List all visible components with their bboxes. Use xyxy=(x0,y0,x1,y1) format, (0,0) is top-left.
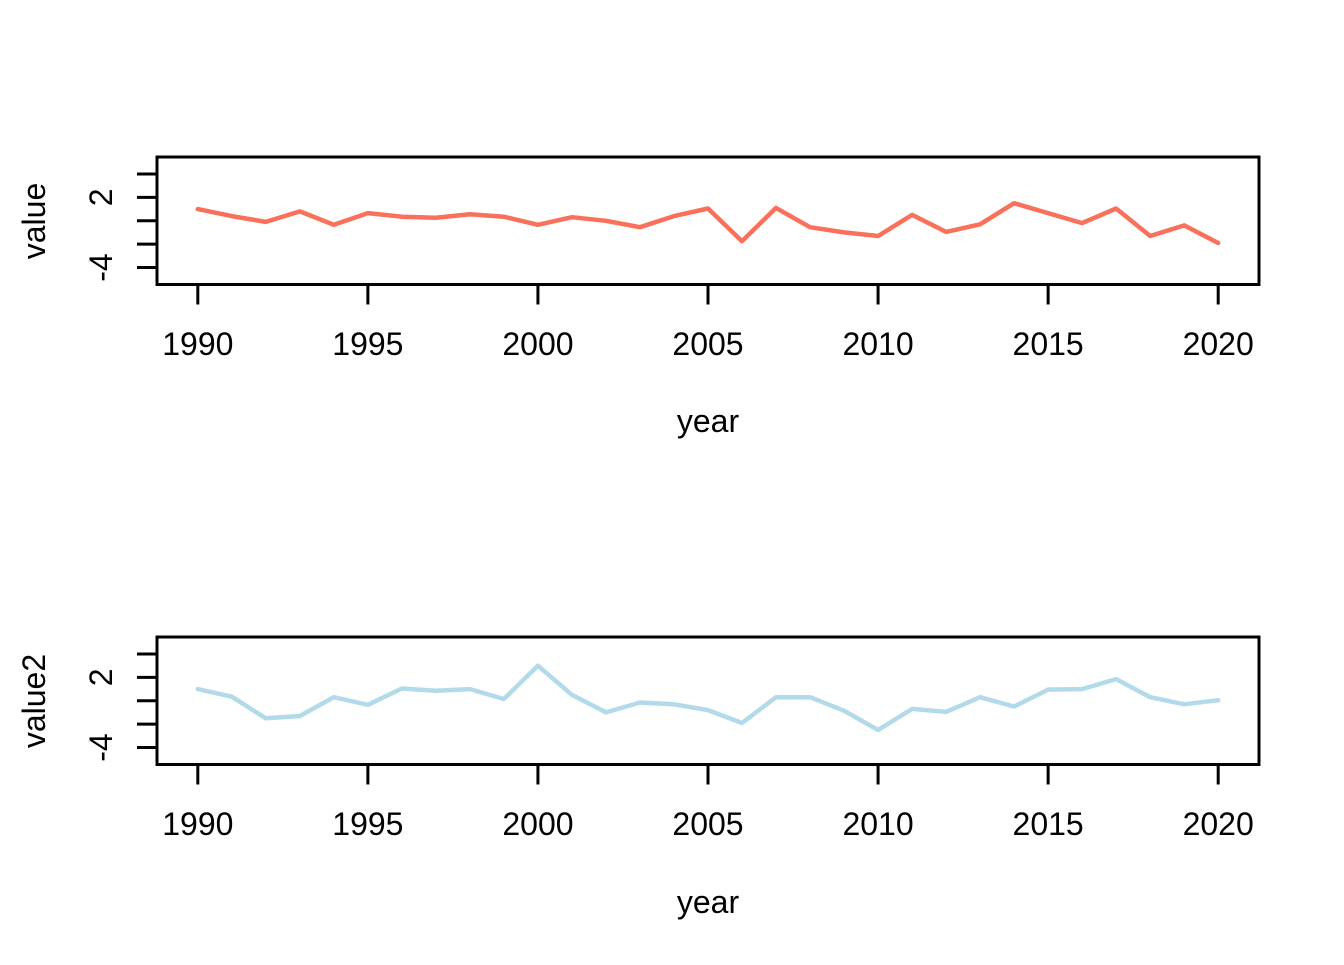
x-tick-label: 1990 xyxy=(162,326,233,362)
x-tick-label: 1995 xyxy=(332,806,403,842)
x-axis-title-top: year xyxy=(676,403,740,439)
y-tick-label: -4 xyxy=(83,253,119,281)
x-tick-label: 2005 xyxy=(672,326,743,362)
x-tick-label: 2015 xyxy=(1013,326,1084,362)
y-tick-label: 2 xyxy=(83,668,119,686)
series-line-value xyxy=(195,200,1221,246)
x-tick-label: 2000 xyxy=(502,806,573,842)
x-tick-label: 2005 xyxy=(672,806,743,842)
y-axis-title-bottom: value2 xyxy=(16,653,52,749)
x-tick-label: 2000 xyxy=(502,326,573,362)
x-tick-label: 2020 xyxy=(1183,806,1254,842)
x-tick-label: 2010 xyxy=(842,806,913,842)
y-tick-label: -4 xyxy=(83,733,119,761)
plot-box xyxy=(155,635,1261,766)
y-axis-title-top: value xyxy=(16,182,52,260)
x-tick-label: 2010 xyxy=(842,326,913,362)
x-tick-label: 1990 xyxy=(162,806,233,842)
x-tick-label: 2015 xyxy=(1013,806,1084,842)
x-axis-title-bottom: year xyxy=(676,884,740,920)
x-tick-label: 2020 xyxy=(1183,326,1254,362)
y-tick-label: 2 xyxy=(83,188,119,206)
series-line-value2 xyxy=(195,663,1221,733)
x-tick-label: 1995 xyxy=(332,326,403,362)
